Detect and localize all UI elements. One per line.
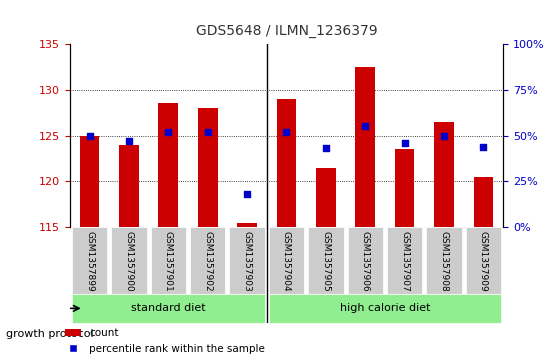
Bar [159, 103, 178, 228]
Point [321, 146, 330, 151]
Text: GSM1357900: GSM1357900 [125, 231, 134, 291]
FancyBboxPatch shape [387, 228, 423, 294]
Point [125, 138, 134, 144]
Text: GSM1357905: GSM1357905 [321, 231, 330, 291]
Text: GSM1357899: GSM1357899 [85, 231, 94, 291]
Bar [316, 168, 336, 228]
Text: high calorie diet: high calorie diet [340, 303, 430, 313]
Text: GSM1357901: GSM1357901 [164, 231, 173, 291]
Text: GSM1357903: GSM1357903 [243, 231, 252, 291]
Point [479, 144, 488, 150]
Point [243, 191, 252, 197]
FancyBboxPatch shape [427, 228, 462, 294]
Text: GSM1357907: GSM1357907 [400, 231, 409, 291]
Point [361, 123, 369, 129]
Bar [119, 145, 139, 228]
Text: growth protocol: growth protocol [6, 329, 93, 339]
Text: standard diet: standard diet [131, 303, 206, 313]
Text: GSM1357906: GSM1357906 [361, 231, 369, 291]
FancyBboxPatch shape [348, 228, 383, 294]
Bar [473, 177, 493, 228]
FancyBboxPatch shape [72, 228, 107, 294]
Bar [198, 108, 217, 228]
FancyBboxPatch shape [308, 228, 344, 294]
Point [203, 129, 212, 135]
Point [164, 129, 173, 135]
Text: GSM1357908: GSM1357908 [439, 231, 448, 291]
Point [85, 132, 94, 138]
FancyBboxPatch shape [72, 294, 265, 323]
FancyBboxPatch shape [229, 228, 265, 294]
Text: GSM1357909: GSM1357909 [479, 231, 488, 291]
FancyBboxPatch shape [466, 228, 501, 294]
Bar [356, 66, 375, 228]
Point [439, 132, 448, 138]
Bar [395, 149, 414, 228]
Title: GDS5648 / ILMN_1236379: GDS5648 / ILMN_1236379 [196, 24, 377, 38]
Bar [434, 122, 454, 228]
Point [400, 140, 409, 146]
Bar [237, 223, 257, 228]
Bar [277, 99, 296, 228]
FancyBboxPatch shape [269, 228, 304, 294]
Text: GSM1357902: GSM1357902 [203, 231, 212, 291]
FancyBboxPatch shape [190, 228, 225, 294]
Point [282, 129, 291, 135]
Bar [80, 135, 100, 228]
Legend: count, percentile rank within the sample: count, percentile rank within the sample [61, 324, 269, 358]
FancyBboxPatch shape [150, 228, 186, 294]
FancyBboxPatch shape [111, 228, 146, 294]
FancyBboxPatch shape [269, 294, 501, 323]
Text: GSM1357904: GSM1357904 [282, 231, 291, 291]
